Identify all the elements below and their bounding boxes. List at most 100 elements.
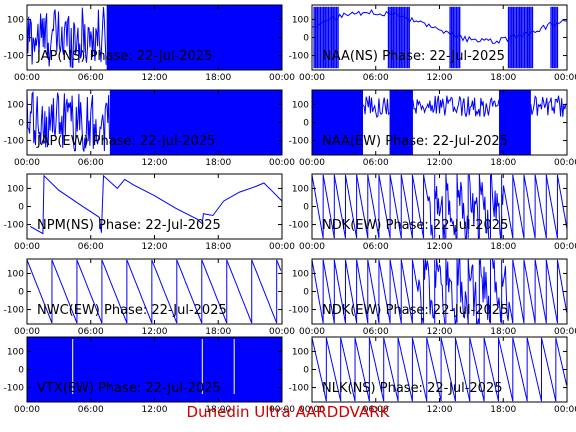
x-tick-label: 18:00	[490, 73, 516, 83]
saturated-band	[109, 90, 282, 155]
x-tick-label: 06:00	[78, 242, 104, 252]
sawtooth-ramp	[501, 185, 514, 239]
sawtooth-ramp	[467, 259, 480, 324]
phase-line	[362, 95, 390, 118]
phase-line	[530, 95, 567, 117]
sawtooth-ramp	[378, 174, 391, 239]
sawtooth-ramp	[383, 337, 399, 402]
sawtooth-ramp	[400, 174, 413, 239]
phase-panel-9: 100 0 -100 00:00 06:00 12:00 18:00 00:00 VTX(EW)…	[4, 336, 295, 415]
x-tick-label: 18:00	[490, 327, 516, 337]
panel-title: NWC(EW) Phase: 22-Jul-2025	[37, 303, 227, 318]
x-tick-label: 00:00	[299, 158, 325, 168]
y-tick-label: 0	[18, 203, 24, 213]
sawtooth-ramp	[512, 259, 525, 324]
sawtooth-ramp	[478, 259, 491, 323]
sawtooth-ramp	[445, 174, 457, 239]
panel-title: VTX(EW) Phase: 22-Jul-2025	[37, 381, 221, 396]
x-tick-label: 06:00	[363, 327, 389, 337]
x-tick-label: 00:00	[554, 405, 576, 415]
sawtooth-ramp	[389, 174, 402, 239]
x-tick-label: 06:00	[363, 242, 389, 252]
phase-line	[412, 95, 500, 117]
sawtooth-ramp	[345, 259, 358, 324]
sawtooth-ramp	[483, 337, 499, 402]
phase-panel-3: 100 0 -100 00:00 06:00 12:00 18:00 00:00 JAP(EW)…	[4, 89, 295, 168]
saturated-band	[389, 90, 413, 155]
sawtooth-ramp	[498, 337, 514, 402]
y-tick-label: 0	[303, 119, 309, 129]
panel-title: NDK(EW) Phase: 22-Jul-2025	[322, 303, 508, 318]
sawtooth-ramp	[440, 337, 456, 402]
phase-trace-area	[27, 337, 282, 402]
x-tick-label: 00:00	[299, 327, 325, 337]
phase-panel-7: 100 0 -100 00:00 06:00 12:00 18:00 00:00 NWC(EW)…	[4, 258, 295, 337]
y-tick-label: 0	[303, 366, 309, 376]
sawtooth-ramp	[526, 337, 542, 402]
sawtooth-ramp	[251, 259, 278, 324]
sawtooth-ramp	[469, 337, 485, 402]
phase-trace-area	[312, 337, 567, 402]
x-tick-label: 06:00	[363, 158, 389, 168]
sawtooth-ramp	[397, 337, 413, 402]
sawtooth-ramp	[545, 174, 558, 239]
x-tick-label: 18:00	[205, 405, 231, 415]
sawtooth-ramp	[556, 174, 567, 228]
phase-noise	[27, 7, 107, 68]
y-tick-label: 100	[292, 184, 309, 194]
sawtooth-ramp	[556, 259, 567, 313]
sawtooth-ramp	[333, 174, 346, 239]
sawtooth-ramp	[541, 337, 557, 402]
phase-panel-8: 100 0 -100 00:00 06:00 12:00 18:00 00:00 NDK(EW)…	[289, 258, 576, 337]
saturated-band	[312, 90, 363, 155]
panel-title: NLK(NS) Phase: 22-Jul-2025	[322, 381, 503, 396]
sawtooth-ramp	[368, 337, 385, 402]
sawtooth-ramp	[434, 186, 446, 239]
x-tick-label: 18:00	[205, 242, 231, 252]
x-tick-label: 12:00	[427, 158, 453, 168]
sawtooth-ramp	[126, 259, 153, 324]
sawtooth-ramp	[411, 174, 425, 239]
sawtooth-ramp	[478, 174, 491, 239]
panel-title: NPM(NS) Phase: 22-Jul-2025	[37, 218, 221, 233]
sawtooth-ramp	[356, 259, 369, 324]
phase-trace-area	[312, 259, 567, 324]
x-tick-label: 00:00	[554, 73, 576, 83]
phase-trace-area	[312, 90, 567, 155]
phase-trace-area	[27, 90, 282, 155]
sawtooth-ramp	[512, 174, 525, 239]
phase-trace-area	[27, 5, 282, 70]
sawtooth-ramp	[523, 259, 536, 324]
sawtooth-ramp	[367, 174, 380, 239]
phase-panel-4: 100 0 -100 00:00 06:00 12:00 18:00 00:00 NAA(EW)…	[289, 89, 576, 168]
x-tick-label: 18:00	[490, 158, 516, 168]
sawtooth-ramp	[423, 174, 435, 239]
y-tick-label: -100	[4, 306, 25, 316]
x-tick-label: 18:00	[205, 158, 231, 168]
sawtooth-ramp	[312, 337, 327, 402]
sawtooth-ramp	[340, 337, 356, 402]
x-tick-label: 18:00	[205, 327, 231, 337]
sawtooth-ramp	[434, 259, 446, 324]
x-tick-label: 06:00	[363, 405, 389, 415]
y-tick-label: -100	[4, 52, 25, 62]
x-tick-label: 06:00	[78, 405, 104, 415]
x-tick-label: 00:00	[269, 405, 295, 415]
sawtooth-ramp	[151, 259, 178, 324]
phase-noise	[27, 90, 110, 152]
sawtooth-ramp	[445, 259, 458, 324]
sawtooth-ramp	[201, 259, 228, 324]
x-tick-label: 00:00	[269, 158, 295, 168]
phase-panel-1: 100 0 -100 00:00 06:00 12:00 18:00 00:00 JAP(NS)…	[4, 4, 295, 83]
sawtooth-ramp	[411, 337, 428, 402]
x-tick-label: 00:00	[299, 73, 325, 83]
y-tick-label: 100	[7, 100, 24, 110]
y-tick-label: -100	[4, 384, 25, 394]
sawtooth-ramp	[534, 259, 547, 324]
phase-panel-10: 100 0 -100 00:00 06:00 12:00 18:00 00:00 NLK(NS)…	[289, 336, 576, 415]
y-tick-label: -100	[289, 306, 310, 316]
phase-trace-area	[27, 259, 282, 324]
y-tick-label: 100	[7, 269, 24, 279]
